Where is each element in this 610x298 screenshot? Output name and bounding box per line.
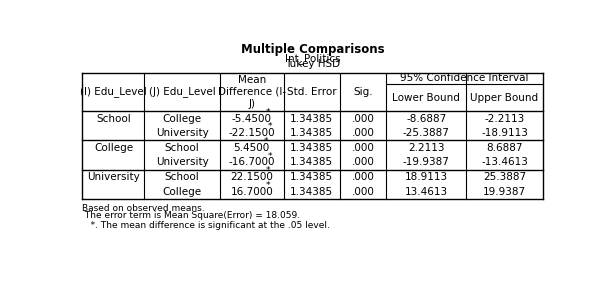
Text: .000: .000 xyxy=(351,143,375,153)
Text: 1.34385: 1.34385 xyxy=(290,187,334,197)
Text: College: College xyxy=(94,143,133,153)
Text: Multiple Comparisons: Multiple Comparisons xyxy=(241,44,384,56)
Text: School: School xyxy=(165,172,199,182)
Text: 13.4613: 13.4613 xyxy=(404,187,448,197)
Text: .000: .000 xyxy=(351,187,375,197)
Text: College: College xyxy=(162,114,201,124)
Text: Upper Bound: Upper Bound xyxy=(470,93,539,103)
Text: -22.1500: -22.1500 xyxy=(229,128,275,138)
Text: 25.3887: 25.3887 xyxy=(483,172,526,182)
Text: .000: .000 xyxy=(351,128,375,138)
Text: *: * xyxy=(264,137,268,146)
Text: 19.9387: 19.9387 xyxy=(483,187,526,197)
Text: 1.34385: 1.34385 xyxy=(290,128,334,138)
Text: (J) Edu_Level: (J) Edu_Level xyxy=(149,86,215,97)
Text: Tukey HSD: Tukey HSD xyxy=(285,59,340,69)
Text: University: University xyxy=(87,172,140,182)
Text: -18.9113: -18.9113 xyxy=(481,128,528,138)
Text: 1.34385: 1.34385 xyxy=(290,143,334,153)
Text: .000: .000 xyxy=(351,114,375,124)
Text: 1.34385: 1.34385 xyxy=(290,114,334,124)
Text: *: * xyxy=(266,108,270,117)
Text: -25.3887: -25.3887 xyxy=(403,128,450,138)
Text: 5.4500: 5.4500 xyxy=(234,143,270,153)
Text: 8.6887: 8.6887 xyxy=(486,143,523,153)
Text: Lower Bound: Lower Bound xyxy=(392,93,460,103)
Text: University: University xyxy=(156,157,209,167)
Text: 95% Confidence Interval: 95% Confidence Interval xyxy=(400,74,529,83)
Text: -5.4500: -5.4500 xyxy=(232,114,272,124)
Text: 2.2113: 2.2113 xyxy=(408,143,445,153)
Text: -13.4613: -13.4613 xyxy=(481,157,528,167)
Text: Sig.: Sig. xyxy=(353,87,373,97)
Text: -16.7000: -16.7000 xyxy=(229,157,275,167)
Text: (I) Edu_Level: (I) Edu_Level xyxy=(80,86,147,97)
Text: Int_Politics: Int_Politics xyxy=(285,53,340,63)
Text: Mean
Difference (I-
J): Mean Difference (I- J) xyxy=(218,75,286,108)
Text: 1.34385: 1.34385 xyxy=(290,157,334,167)
Text: *: * xyxy=(266,181,270,190)
Text: -8.6887: -8.6887 xyxy=(406,114,447,124)
Text: 1.34385: 1.34385 xyxy=(290,172,334,182)
Text: School: School xyxy=(96,114,131,124)
Text: 16.7000: 16.7000 xyxy=(231,187,273,197)
Text: *: * xyxy=(268,151,273,161)
Text: .000: .000 xyxy=(351,172,375,182)
Text: Std. Error: Std. Error xyxy=(287,87,337,97)
Text: .000: .000 xyxy=(351,157,375,167)
Text: 18.9113: 18.9113 xyxy=(404,172,448,182)
Text: 22.1500: 22.1500 xyxy=(231,172,273,182)
Text: The error term is Mean Square(Error) = 18.059.: The error term is Mean Square(Error) = 1… xyxy=(82,211,301,220)
Text: -2.2113: -2.2113 xyxy=(484,114,525,124)
Text: College: College xyxy=(162,187,201,197)
Text: University: University xyxy=(156,128,209,138)
Text: -19.9387: -19.9387 xyxy=(403,157,450,167)
Text: Based on observed means.: Based on observed means. xyxy=(82,204,205,212)
Text: *: * xyxy=(266,166,270,175)
Text: *. The mean difference is significant at the .05 level.: *. The mean difference is significant at… xyxy=(82,221,331,229)
Text: *: * xyxy=(268,122,273,131)
Text: School: School xyxy=(165,143,199,153)
